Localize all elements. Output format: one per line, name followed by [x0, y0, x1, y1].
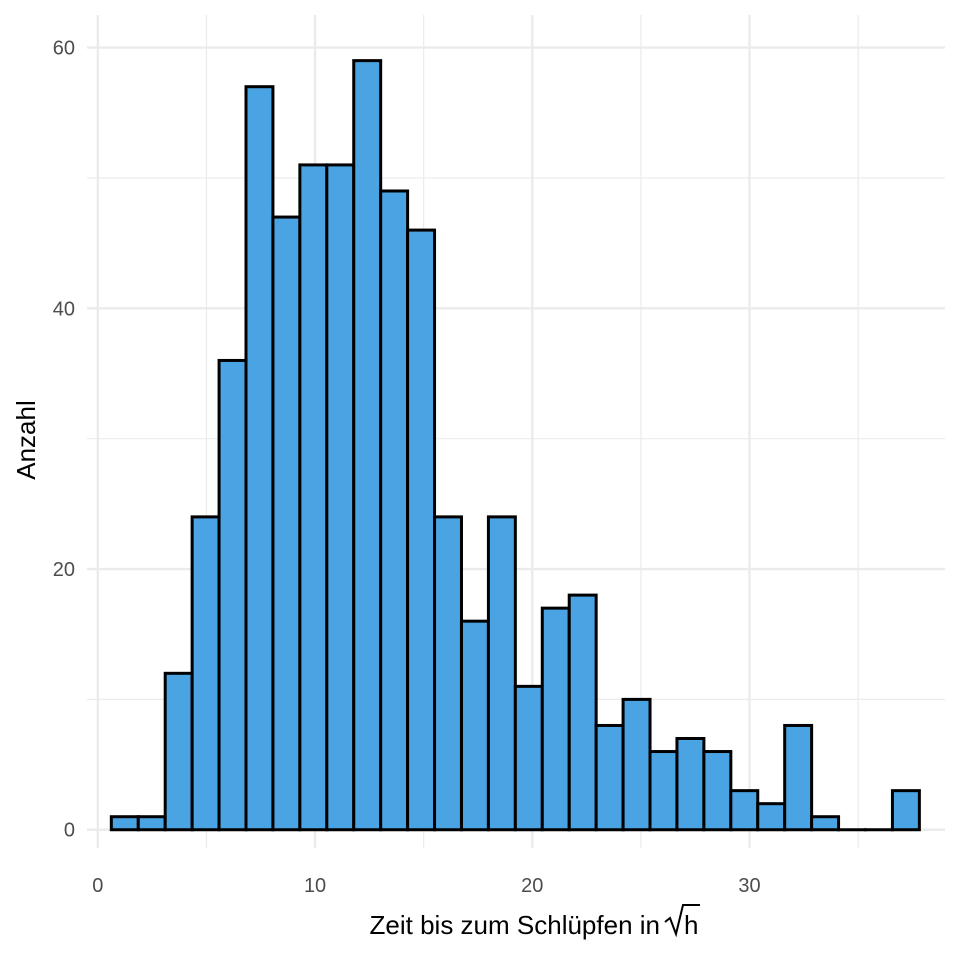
- x-axis-unit: h: [684, 910, 698, 940]
- histogram-bar: [379, 189, 410, 832]
- histogram-bar: [217, 358, 248, 832]
- histogram-bar: [540, 606, 571, 832]
- histogram-bar: [675, 736, 706, 832]
- histogram-bar: [325, 163, 356, 832]
- histogram-bar: [648, 750, 679, 832]
- histogram-bar: [810, 815, 841, 832]
- histogram-bar: [244, 85, 275, 832]
- y-tick-label: 0: [64, 820, 75, 842]
- histogram-bar: [702, 750, 733, 832]
- x-tick-label: 20: [521, 875, 543, 897]
- x-tick-label: 30: [738, 875, 760, 897]
- histogram-bar: [621, 697, 652, 832]
- histogram-bar: [459, 619, 490, 832]
- histogram-bar: [433, 515, 463, 832]
- y-tick-label: 60: [53, 38, 75, 60]
- histogram-bar: [136, 815, 167, 832]
- histogram-bar: [783, 723, 814, 832]
- histogram-bar: [756, 802, 787, 832]
- histogram-bar: [406, 228, 437, 832]
- histogram-bar: [298, 163, 329, 832]
- histogram-bar: [486, 515, 517, 832]
- bars: [109, 59, 921, 832]
- y-tick-label: 20: [53, 559, 75, 581]
- histogram-bar: [109, 815, 140, 832]
- x-axis-title-text: Zeit bis zum Schlüpfen in: [370, 910, 660, 940]
- histogram-bar: [890, 789, 921, 832]
- histogram-bar: [271, 215, 302, 832]
- histogram-bar: [190, 515, 221, 832]
- x-axis-title: Zeit bis zum Schlüpfen in h: [370, 904, 700, 940]
- tick-labels: 0 10 20 30 0 20 40 60: [53, 38, 761, 897]
- histogram-bar: [513, 684, 544, 832]
- histogram-bar: [352, 59, 383, 832]
- histogram-bar: [594, 723, 625, 832]
- histogram-bar: [567, 593, 598, 832]
- x-tick-label: 0: [92, 875, 103, 897]
- sqrt-symbol: [664, 904, 700, 938]
- y-tick-label: 40: [53, 298, 75, 320]
- histogram-bar: [163, 671, 194, 832]
- x-tick-label: 10: [304, 875, 326, 897]
- histogram-bar: [729, 789, 760, 832]
- y-axis-title: Anzahl: [11, 400, 41, 480]
